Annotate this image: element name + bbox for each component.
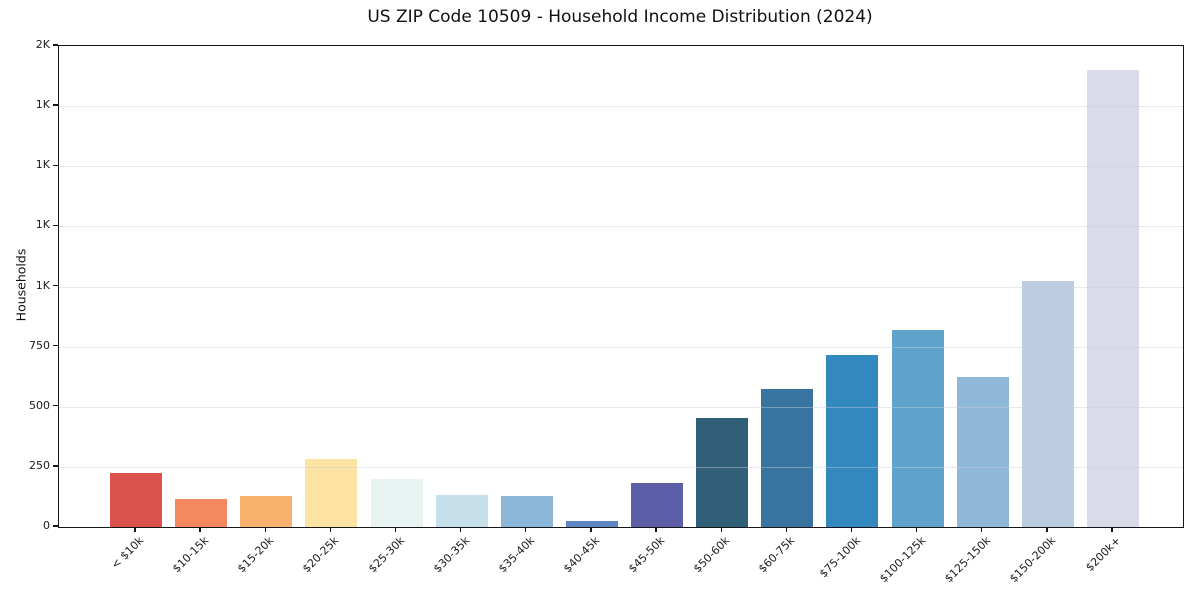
gridline — [59, 106, 1183, 108]
x-tick-mark — [1046, 527, 1048, 532]
y-tick-mark — [53, 164, 58, 166]
y-tick-mark — [53, 344, 58, 347]
x-tick-mark — [460, 527, 462, 532]
bar — [696, 417, 749, 527]
y-tick-label: 750 — [29, 338, 50, 352]
y-tick-mark — [53, 465, 58, 467]
x-tick-mark — [1111, 527, 1113, 532]
x-tick-mark — [329, 527, 332, 532]
x-tick-mark — [264, 527, 266, 532]
bar — [891, 329, 944, 527]
gridline — [59, 226, 1183, 228]
x-tick-label: < $10k — [108, 534, 147, 572]
x-tick-mark — [850, 527, 853, 532]
y-tick-mark — [53, 104, 58, 106]
y-tick-mark — [53, 284, 58, 287]
bar — [631, 482, 684, 527]
bar — [175, 499, 228, 527]
gridline — [59, 166, 1183, 168]
plot-area — [58, 45, 1184, 528]
bar — [565, 521, 618, 527]
bar — [305, 458, 358, 527]
bar — [435, 494, 488, 527]
x-tick-mark — [134, 527, 136, 532]
x-tick-mark — [199, 527, 201, 532]
bar — [826, 355, 879, 527]
y-tick-label: 2K — [35, 38, 50, 51]
bar — [500, 495, 553, 527]
bar — [110, 472, 162, 527]
bar — [761, 388, 814, 527]
bar — [1087, 70, 1139, 527]
x-tick-mark — [785, 527, 787, 532]
x-tick-mark — [590, 527, 592, 532]
y-tick-mark — [53, 525, 58, 527]
gridline — [59, 346, 1183, 348]
x-tick-mark — [655, 527, 657, 532]
gridline — [59, 406, 1183, 408]
y-tick-label: 1K — [35, 278, 50, 292]
y-tick-label: 1K — [35, 218, 50, 232]
x-tick-mark — [915, 527, 918, 532]
y-tick-label: 250 — [29, 458, 50, 472]
y-tick-label: 1K — [35, 158, 50, 172]
bar — [956, 376, 1009, 527]
y-tick-mark — [53, 44, 58, 46]
x-tick-mark — [981, 527, 983, 532]
gridline — [59, 466, 1183, 468]
bar — [1021, 280, 1074, 527]
y-tick-label: 0 — [43, 519, 50, 532]
bar — [370, 478, 423, 527]
gridline — [59, 286, 1183, 288]
x-tick-mark — [394, 527, 397, 532]
x-tick-mark — [525, 527, 527, 532]
bar — [240, 495, 293, 527]
y-tick-label: 500 — [29, 398, 50, 412]
y-tick-label: 1K — [35, 98, 50, 112]
y-tick-mark — [53, 224, 58, 227]
chart-title: US ZIP Code 10509 - Household Income Dis… — [367, 7, 873, 27]
x-tick-mark — [720, 527, 722, 532]
y-tick-mark — [53, 405, 58, 407]
